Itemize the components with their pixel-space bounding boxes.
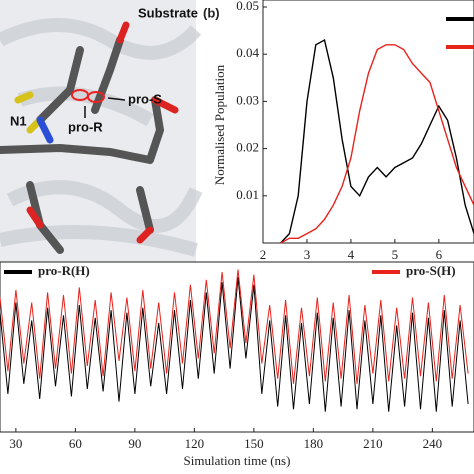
- x-tick-label: 90: [128, 436, 141, 451]
- y-tick-label: 0.01: [236, 187, 259, 202]
- legend-label: pro-R(H): [38, 263, 90, 278]
- y-tick-label: 0.04: [236, 45, 259, 60]
- x-tick-label: 5: [392, 247, 399, 262]
- x-tick-label: 3: [304, 247, 311, 262]
- oxygen-atoms: [26, 21, 179, 244]
- pro-s-label: pro-S: [128, 91, 162, 106]
- panel-label: (b): [203, 5, 220, 20]
- x-tick-label: 60: [69, 436, 82, 451]
- series-line: [0, 277, 469, 412]
- y-axis-label: Normalised Population: [212, 64, 227, 185]
- x-tick-label: 180: [304, 436, 324, 451]
- n1-label: N1: [10, 113, 27, 128]
- molecule-panel: Substrate N1 pro-S pro-R: [0, 0, 203, 262]
- molecule-bonds: [0, 36, 165, 254]
- legend-label: pro-S(H): [406, 263, 456, 278]
- x-tick-label: 2: [260, 247, 267, 262]
- y-tick-label: 0.05: [236, 0, 259, 13]
- substrate-label: Substrate: [138, 5, 198, 20]
- plot-frame: [262, 0, 474, 244]
- x-tick-label: 6: [436, 247, 443, 262]
- x-tick-label: 150: [244, 436, 264, 451]
- x-tick-label: 240: [423, 436, 443, 451]
- series-line: [280, 44, 474, 244]
- pro-r-label: pro-R: [68, 119, 103, 134]
- x-tick-label: 120: [185, 436, 205, 451]
- y-tick-label: 0.03: [236, 92, 259, 107]
- arrows: [84, 97, 126, 118]
- x-tick-label: 4: [348, 247, 355, 262]
- y-tick-label: 0.02: [236, 140, 259, 155]
- x-tick-label: 30: [9, 436, 22, 451]
- pro-r-orbital: [87, 91, 105, 103]
- nitrogen-atom: [36, 116, 54, 144]
- protein-ribbon: [0, 18, 203, 257]
- series-line: [280, 38, 474, 244]
- series-line: [0, 269, 469, 384]
- x-tick-label: 210: [363, 436, 383, 451]
- x-axis-label: Simulation time (ns): [184, 453, 291, 468]
